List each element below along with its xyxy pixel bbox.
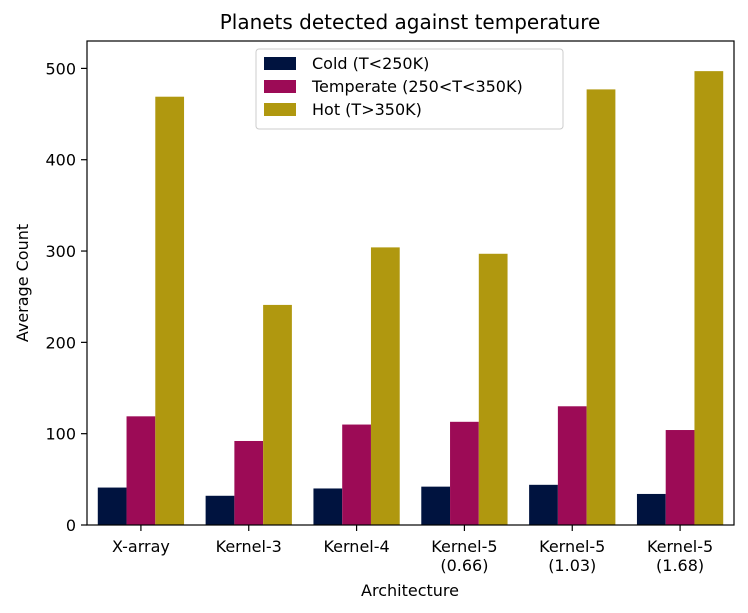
bar — [234, 440, 264, 525]
x-tick-label: Kernel-5 — [647, 537, 713, 556]
bar — [665, 430, 695, 525]
x-tick-label: (1.03) — [548, 556, 596, 575]
x-tick-label: (0.66) — [440, 556, 488, 575]
bar — [97, 487, 127, 525]
x-axis-label: Architecture — [361, 581, 459, 600]
bar — [205, 495, 235, 525]
plot-frame — [86, 40, 735, 526]
bar — [342, 424, 371, 525]
legend: Cold (T<250K) Temperate (250<T<350K) Hot (… — [255, 48, 564, 130]
legend-label: Temperate (250<T<350K) — [311, 77, 523, 96]
x-tick-label: Kernel-4 — [323, 537, 389, 556]
bar — [263, 304, 292, 525]
y-axis-label: Average Count — [13, 224, 32, 342]
bar — [313, 488, 343, 525]
bar — [421, 486, 451, 525]
bar — [155, 96, 185, 525]
x-tick-label: Kernel-3 — [216, 537, 282, 556]
x-tick-label: Kernel-5 — [431, 537, 497, 556]
bar — [694, 71, 724, 525]
legend-swatch — [264, 57, 296, 70]
legend-swatch — [264, 103, 296, 116]
y-tick-label: 300 — [45, 242, 76, 261]
legend-box — [255, 48, 564, 130]
x-tick-label: (1.68) — [656, 556, 704, 575]
y-tick-label: 500 — [45, 59, 76, 78]
bar — [557, 406, 587, 525]
plot-area: 0 100 200 300 400 500 X-array Kernel-3 Kernel-4 K… — [45, 59, 724, 575]
bar — [478, 253, 508, 526]
y-tick-label: 0 — [66, 516, 76, 535]
x-tick-label: X-array — [112, 537, 170, 556]
y-tick-label: 400 — [45, 151, 76, 170]
legend-label: Hot (T>350K) — [312, 100, 422, 119]
bar — [126, 416, 156, 525]
y-tick-label: 200 — [45, 333, 76, 352]
y-tick-label: 100 — [45, 425, 76, 444]
bar — [636, 493, 666, 525]
legend-label: Cold (T<250K) — [312, 54, 429, 73]
bar — [586, 89, 616, 526]
legend-swatch — [264, 80, 296, 93]
bar — [529, 484, 558, 525]
bar — [370, 247, 400, 526]
bar — [450, 421, 479, 525]
x-tick-label: Kernel-5 — [539, 537, 605, 556]
chart-title: Planets detected against temperature — [220, 10, 601, 34]
